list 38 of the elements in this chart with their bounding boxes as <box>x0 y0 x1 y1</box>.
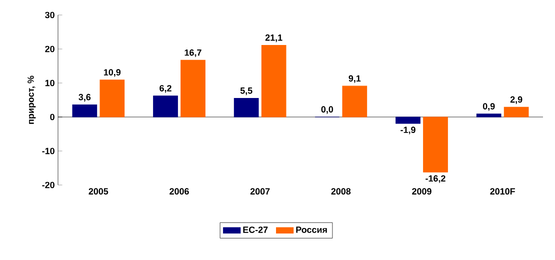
legend-label: ЕС-27 <box>243 226 268 233</box>
x-tick-label: 2006 <box>170 188 189 195</box>
data-label: 5,5 <box>240 88 252 96</box>
bar <box>476 114 502 118</box>
bar <box>423 116 448 172</box>
x-tick-label: 2010F <box>490 188 515 195</box>
data-label: -1,9 <box>400 126 416 134</box>
x-tick-label: 2008 <box>331 188 351 195</box>
bar <box>396 116 420 124</box>
bar <box>180 60 206 118</box>
y-tick-label: -20 <box>42 182 54 188</box>
data-label: 2,9 <box>510 96 522 104</box>
y-axis-title: прирост, % <box>28 76 36 124</box>
data-label: 9,1 <box>348 75 361 83</box>
bar <box>261 44 286 118</box>
bar <box>100 80 125 118</box>
data-label: -16,2 <box>426 175 446 183</box>
data-label: 0,0 <box>321 106 334 114</box>
y-tick-label: 0 <box>50 114 54 120</box>
legend-label: Россия <box>296 226 327 233</box>
bar <box>234 98 259 118</box>
data-label: 10,9 <box>104 69 121 77</box>
x-tick-label: 2009 <box>412 188 432 195</box>
bar <box>504 106 529 118</box>
bar <box>72 104 98 118</box>
y-tick-label: 20 <box>45 46 54 52</box>
data-label: 3,6 <box>78 94 91 102</box>
data-label: 0,9 <box>482 103 495 111</box>
y-tick-label: 10 <box>45 80 54 86</box>
data-label: 21,1 <box>265 34 282 42</box>
data-label: 16,7 <box>184 49 202 58</box>
data-label: 6,2 <box>160 85 172 93</box>
x-tick-label: 2007 <box>250 188 270 195</box>
x-tick-label: 2005 <box>88 188 108 195</box>
y-tick-label: -10 <box>42 148 54 154</box>
bar <box>342 86 368 118</box>
y-tick-label: 30 <box>45 12 54 18</box>
bar <box>153 96 178 118</box>
